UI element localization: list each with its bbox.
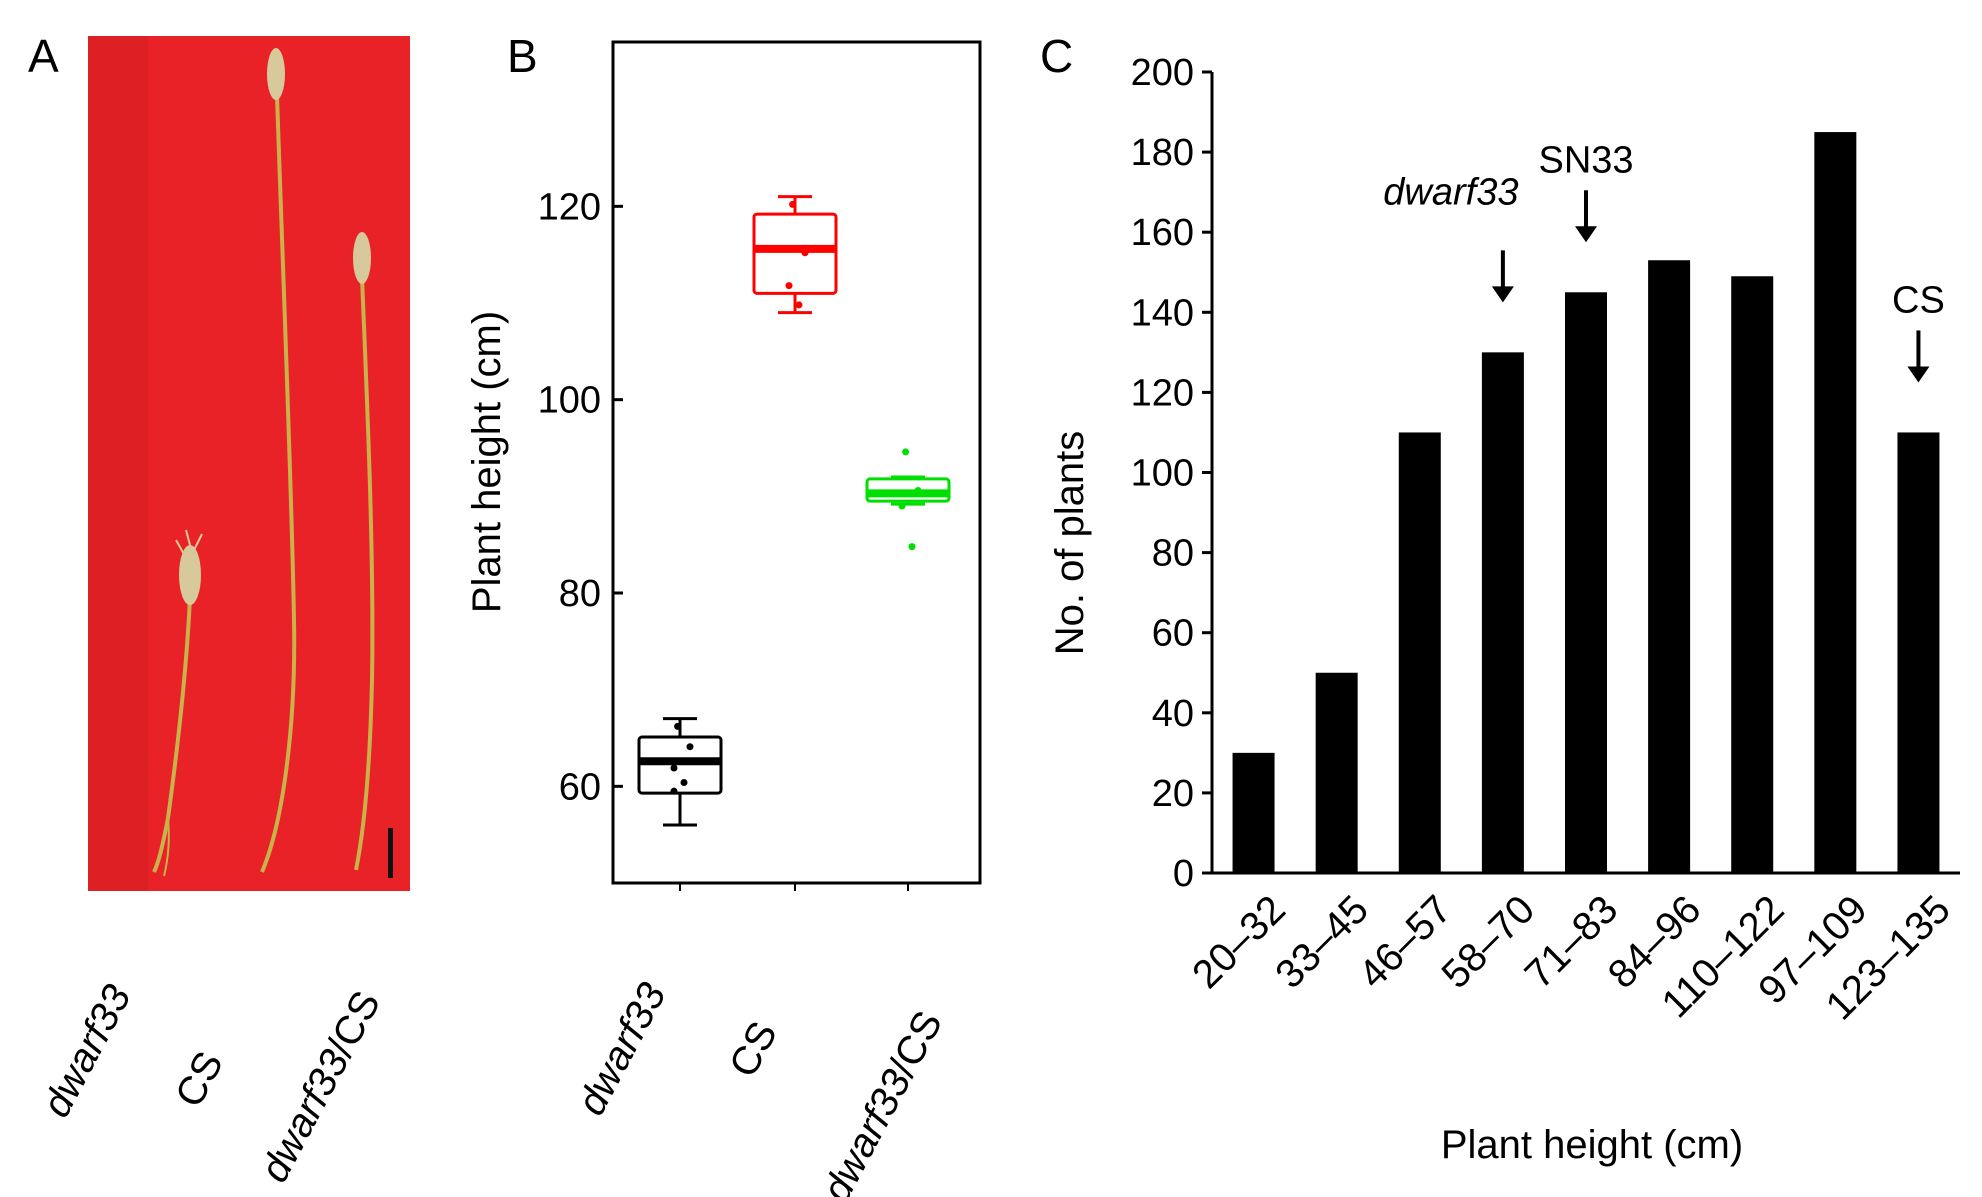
chart-c-ytick-label-4: 80	[1152, 533, 1194, 575]
chart-c-category-labels: 20–3233–4546–5758–7071–8384–96110–12297–…	[1184, 887, 1959, 1028]
bar-8	[1897, 432, 1940, 873]
annotation-1-label: SN33	[1538, 139, 1633, 181]
annotation-1: SN33	[1538, 139, 1634, 243]
chart-b-category-label-2-italic: dwarf33	[814, 1063, 920, 1197]
annotation-2-label: CS	[1892, 279, 1945, 321]
bar-4	[1565, 292, 1607, 873]
chart-c-bars	[1232, 132, 1940, 874]
chart-c-ytick-label-3: 60	[1152, 613, 1194, 655]
awns-dwarf33	[175, 529, 203, 557]
chart-b-category-label-0-italic: dwarf33	[569, 976, 675, 1122]
box-1-point-2	[785, 282, 793, 290]
chart-c-ytick-label-5: 100	[1131, 453, 1194, 495]
annotation-2-arrow-head	[1907, 366, 1930, 383]
chart-b-frame	[611, 40, 982, 885]
label-a-dwarf33-cs-italic-part: dwarf33	[252, 1043, 358, 1189]
panel-letter-b: B	[507, 30, 538, 82]
box-0-point-2	[670, 764, 678, 772]
chart-b-ytick-label-0: 60	[559, 766, 601, 808]
chart-c-ylabel: No. of plants	[1048, 431, 1092, 656]
bar-3	[1481, 352, 1524, 874]
chart-b-ytick-label-1: 80	[559, 573, 601, 615]
annotation-1-arrow-head	[1575, 226, 1597, 243]
chart-b-x-axis	[679, 883, 909, 891]
plant-dwarf33-cs	[353, 232, 375, 871]
bar-0	[1232, 752, 1275, 873]
box-1	[752, 195, 838, 315]
label-a-cs: CS	[167, 1044, 232, 1114]
chart-c: 0 20 40 60 80 100 120 140 160 180 200 dwarf33 SN33 C…	[1048, 52, 1960, 1167]
box-0-point-3	[680, 778, 688, 786]
plant-photo	[88, 36, 410, 891]
chart-c-ytick-label-1: 20	[1152, 773, 1194, 815]
box-0-point-1	[686, 743, 694, 751]
photo-shading	[88, 36, 410, 891]
plant-dwarf33	[152, 529, 203, 877]
chart-c-ytick-label-0: 0	[1173, 853, 1194, 895]
box-2	[865, 448, 951, 551]
label-a-dwarf33-cs: dwarf33/CS	[252, 984, 389, 1189]
box-1-point-3	[795, 301, 803, 309]
box-2-point-2	[898, 502, 906, 510]
stem-tiller-dwarf33	[163, 817, 170, 877]
annotation-0: dwarf33	[1383, 171, 1518, 303]
chart-c-annotations: dwarf33 SN33 CS	[1383, 139, 1945, 383]
panel-letter-c: C	[1040, 30, 1073, 82]
chart-b-ylabel: Plant height (cm)	[465, 311, 509, 613]
chart-c-ytick-label-10: 200	[1131, 52, 1194, 94]
box-2-point-0	[902, 448, 910, 456]
chart-b-category-label-0: dwarf33	[569, 976, 675, 1122]
box-2-point-3	[908, 543, 916, 551]
chart-c-ytick-label-8: 160	[1131, 212, 1194, 254]
bar-7	[1814, 132, 1857, 873]
box-2-point-1	[914, 487, 922, 495]
chart-b-boxes	[637, 195, 951, 827]
photo-background	[88, 36, 410, 891]
spike-dwarf33-cs	[353, 232, 371, 284]
bar-1	[1315, 672, 1358, 873]
chart-c-ytick-label-2: 40	[1152, 693, 1194, 735]
chart-b-y-axis: 60 80 100 120	[538, 186, 623, 808]
chart-c-axes: 0 20 40 60 80 100 120 140 160 180 200	[1131, 52, 1960, 895]
box-0	[637, 717, 723, 827]
annotation-2: CS	[1892, 279, 1945, 383]
chart-c-xlabel: Plant height (cm)	[1441, 1123, 1743, 1167]
box-1-point-1	[801, 249, 809, 257]
stem-dwarf33	[152, 597, 192, 873]
bar-2	[1398, 432, 1441, 873]
chart-b-ytick-label-2: 100	[538, 380, 601, 422]
box-1-iqr	[752, 212, 838, 295]
chart-b-category-labels: dwarf33 CS dwarf33/CS	[569, 976, 951, 1197]
bar-5	[1648, 260, 1691, 873]
box-0-point-4	[670, 787, 678, 795]
panel-letter-a: A	[28, 30, 59, 82]
stem-cs	[260, 95, 297, 873]
chart-b-category-label-2: dwarf33/CS	[814, 1004, 951, 1197]
chart-c-category-label-1: 33–45	[1267, 887, 1377, 997]
chart-c-category-label-3: 58–70	[1433, 887, 1543, 997]
chart-c-ytick-label-9: 180	[1131, 132, 1194, 174]
chart-c-category-label-0: 20–32	[1184, 887, 1294, 997]
chart-c-category-label-2: 46–57	[1350, 887, 1460, 997]
label-a-dwarf33: dwarf33	[34, 978, 140, 1124]
stem-dwarf33-cs	[354, 277, 375, 871]
box-1-point-0	[789, 200, 797, 208]
box-0-point-0	[674, 722, 682, 730]
annotation-0-label: dwarf33	[1383, 171, 1518, 213]
spike-cs	[267, 48, 285, 100]
chart-b-ytick-label-3: 120	[538, 186, 601, 228]
chart-b-category-label-1: CS	[721, 1014, 786, 1084]
annotation-0-arrow-head	[1491, 286, 1514, 303]
bar-6	[1731, 276, 1774, 873]
chart-c-category-label-4: 71–83	[1517, 887, 1627, 997]
chart-c-ytick-label-6: 120	[1131, 372, 1194, 414]
scale-bar	[388, 828, 393, 878]
plant-cs	[260, 48, 297, 873]
chart-c-ytick-label-7: 140	[1131, 292, 1194, 334]
spike-dwarf33	[179, 545, 201, 605]
